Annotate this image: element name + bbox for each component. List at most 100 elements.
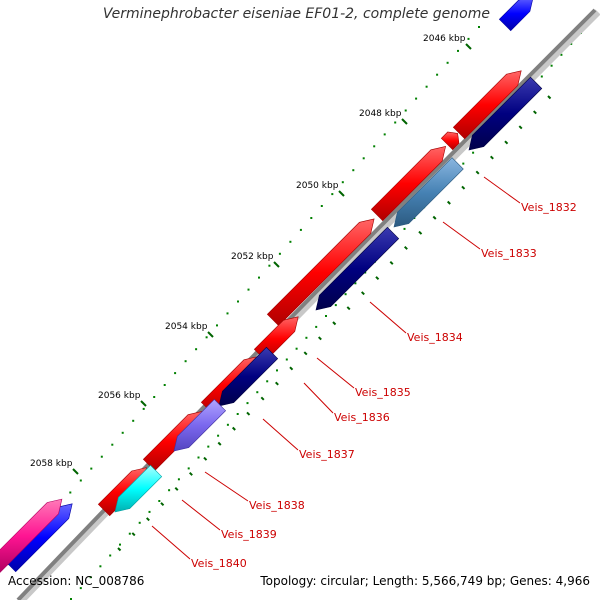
inner-dot (79, 479, 82, 482)
track-tick (432, 215, 437, 220)
outer-dot (128, 532, 131, 535)
track-tick (246, 411, 251, 416)
inner-dot (90, 467, 93, 470)
inner-dot (446, 61, 449, 64)
gene-label: Veis_1839 (221, 528, 277, 541)
tick-track (117, 95, 552, 552)
track-tick (160, 502, 165, 507)
gene-leader-line (204, 471, 249, 502)
kbp-tick (140, 400, 147, 407)
track-tick (217, 441, 222, 446)
inner-dot (331, 193, 334, 196)
accession-text: Accession: NC_008786 (8, 574, 145, 588)
track-tick (332, 321, 337, 326)
gene-leader-line (316, 357, 355, 389)
outer-dot (550, 64, 553, 67)
kbp-label: 2054 kbp (165, 322, 208, 332)
track-tick (260, 396, 265, 401)
track-tick (145, 517, 150, 522)
outer-dot (305, 336, 308, 339)
inner-dot (153, 396, 156, 398)
outer-dot (334, 304, 337, 307)
outer-dot (197, 456, 200, 459)
kbp-tick (465, 43, 472, 50)
inner-dot (436, 73, 439, 76)
inner-dot (226, 312, 229, 315)
gene-leader-line (262, 418, 299, 451)
gene-leader-line (181, 499, 221, 531)
inner-dot (247, 288, 250, 291)
outer-dot (217, 434, 220, 437)
inner-dot (289, 240, 292, 243)
inner-dot (310, 217, 313, 219)
gene-label: Veis_1835 (355, 386, 411, 399)
kbp-scale: 2046 kbp 2048 kbp 2050 kbp 2052 kbp 2054 kbp… (30, 34, 472, 475)
track-tick (389, 260, 394, 265)
inner-dot (467, 37, 470, 40)
kbp-tick (401, 118, 408, 125)
inner-dot (205, 336, 208, 339)
inner-dot (132, 419, 135, 422)
track-tick (346, 306, 351, 311)
inner-dot (184, 360, 187, 363)
track-tick (317, 336, 322, 341)
inner-dot (142, 407, 145, 410)
outer-dot (276, 369, 278, 372)
inner-dot (457, 49, 459, 52)
kbp-label: 2048 kbp (359, 109, 402, 119)
inner-dot (362, 157, 365, 160)
track-tick (475, 170, 480, 175)
outer-dot (285, 358, 288, 361)
track-tick (504, 140, 509, 145)
outer-dot (236, 413, 239, 415)
outer-dot (148, 510, 151, 513)
track-tick (203, 456, 208, 461)
forward-cds (266, 218, 375, 327)
kbp-label: 2050 kbp (296, 181, 339, 191)
inner-dot (352, 169, 355, 172)
track-tick (274, 381, 279, 386)
inner-dot (415, 97, 418, 100)
kbp-tick (207, 331, 214, 338)
inner-dot (121, 431, 124, 434)
kbp-label: 2056 kbp (98, 391, 141, 401)
track-tick (231, 426, 236, 431)
outer-dot (109, 554, 112, 557)
gene-track (0, 0, 543, 573)
kbp-tick (72, 468, 79, 475)
outer-dot (540, 75, 543, 78)
gene-leader-line (151, 525, 191, 560)
outer-dot (472, 151, 475, 154)
gene-label: Veis_1834 (407, 331, 463, 344)
reverse-cds (173, 398, 227, 452)
outer-dot (462, 162, 465, 165)
gene-label: Veis_1840 (191, 557, 247, 570)
track-tick (375, 276, 380, 281)
inner-dot (394, 121, 397, 124)
outer-dot (187, 467, 190, 470)
genome-summary-text: Topology: circular; Length: 5,566,749 bp… (260, 574, 590, 588)
outer-dot (177, 478, 180, 481)
gene-label-layer: Veis_1832 Veis_1833 Veis_1834 Veis_1835 Veis… (151, 176, 577, 570)
outer-dot (570, 42, 573, 45)
track-tick (403, 245, 408, 250)
gene-label: Veis_1833 (481, 247, 537, 260)
inner-dot (100, 455, 103, 458)
inner-dot (69, 491, 72, 494)
outer-dot (295, 347, 298, 350)
reverse-cds (393, 157, 464, 228)
reverse-cds (218, 346, 279, 407)
gene-label: Veis_1838 (249, 499, 305, 512)
reverse-cds (114, 464, 163, 513)
track-tick (117, 547, 122, 552)
outer-dot (158, 500, 161, 502)
outer-cds (498, 0, 533, 32)
inner-dot (299, 228, 302, 231)
gene-leader-line (303, 382, 334, 414)
outer-dot (344, 293, 347, 296)
gene-leader-line (369, 301, 407, 334)
outer-dot (168, 489, 171, 492)
inner-dot (320, 205, 323, 207)
